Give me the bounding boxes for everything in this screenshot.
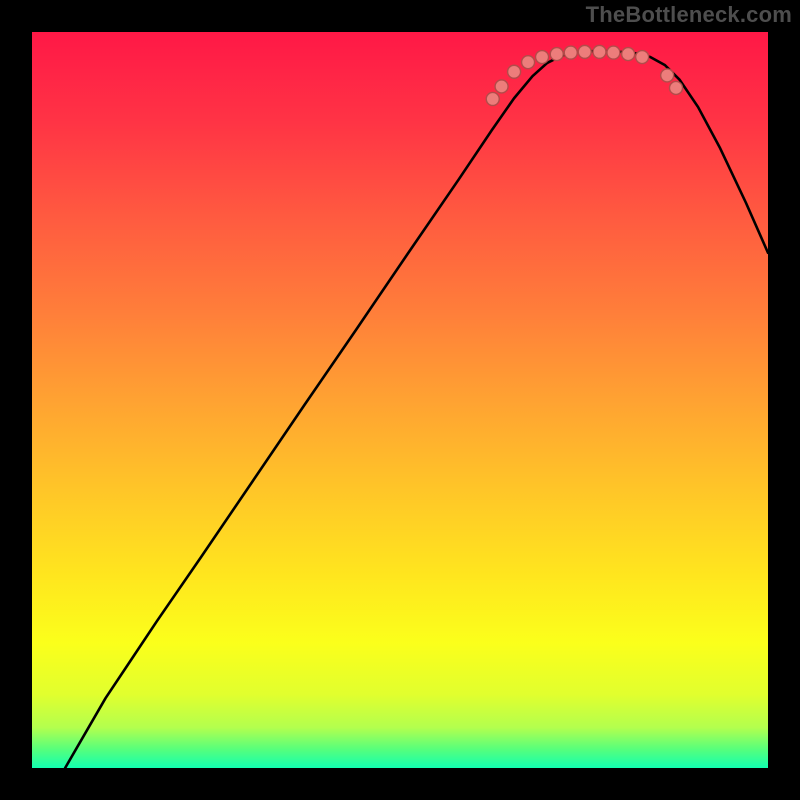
marker-point <box>593 45 606 58</box>
watermark-text: TheBottleneck.com <box>586 2 792 28</box>
marker-point <box>622 48 635 61</box>
marker-point <box>550 48 563 61</box>
marker-point <box>607 46 620 59</box>
gradient-background <box>32 32 768 768</box>
marker-point <box>670 81 683 94</box>
marker-point <box>522 56 535 69</box>
marker-point <box>495 80 508 93</box>
marker-point <box>564 46 577 59</box>
marker-point <box>636 51 649 64</box>
marker-point <box>661 69 674 82</box>
marker-point <box>508 65 521 78</box>
bottleneck-chart <box>32 32 768 768</box>
marker-point <box>486 92 499 105</box>
marker-point <box>536 51 549 64</box>
marker-point <box>578 45 591 58</box>
